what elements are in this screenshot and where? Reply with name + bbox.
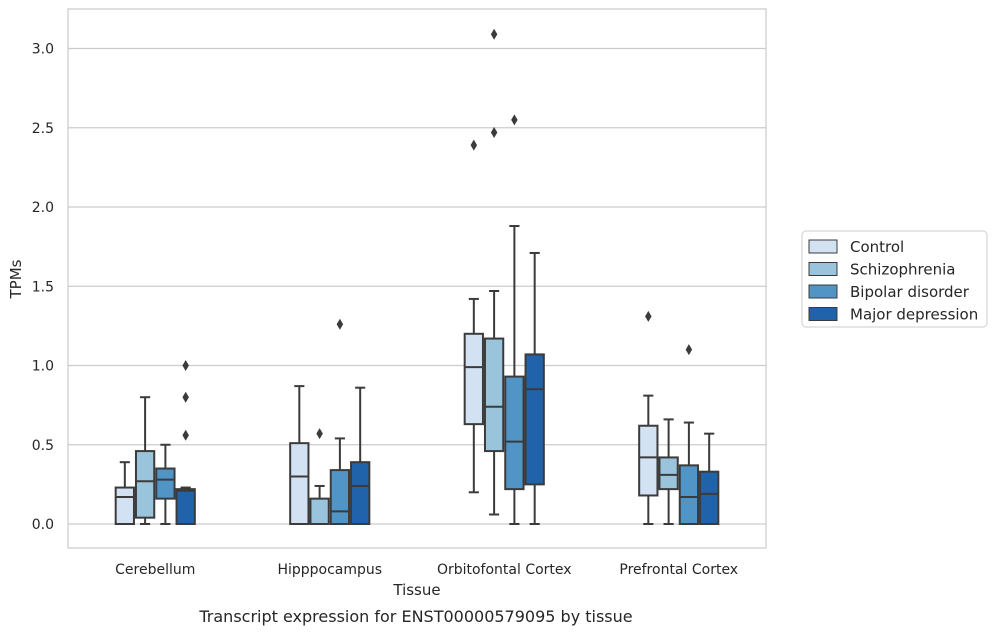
box-control: [289, 385, 310, 526]
box-body: [350, 461, 371, 525]
outlier-point: [182, 391, 189, 403]
x-tick-labels: Cerebellum Hipppocampus Orbitofontal Corte…: [115, 562, 738, 578]
legend-label: Schizophrenia: [850, 261, 955, 279]
outlier-point: [316, 428, 323, 440]
box-control: [114, 461, 135, 526]
y-tick-label: 1.5: [32, 279, 54, 295]
legend-label: Major depression: [850, 306, 978, 324]
outlier-point: [490, 127, 498, 139]
x-tick-label: Hipppocampus: [277, 562, 382, 578]
box-body: [638, 424, 659, 497]
y-axis-label: TPMs: [7, 259, 25, 299]
legend-swatch: [808, 284, 838, 299]
box-body: [114, 486, 135, 526]
box-body: [463, 332, 484, 426]
y-tick-labels: 0.0 0.5 1.0 1.5 2.0 2.5 3.0: [32, 42, 54, 534]
y-tick-label: 3.0: [32, 42, 54, 58]
legend-swatch: [808, 307, 838, 321]
outlier-point: [685, 344, 693, 356]
y-tick-label: 0.5: [32, 438, 54, 454]
x-axis-label: Tissue: [392, 581, 440, 599]
box-schizophrenia: [134, 396, 156, 525]
box-body: [699, 470, 720, 526]
y-tick-label: 2.0: [32, 200, 54, 216]
outlier-point: [511, 114, 518, 126]
box-body: [175, 488, 196, 526]
box-body: [329, 469, 351, 525]
outlier-point: [490, 28, 498, 40]
x-tick-label: Cerebellum: [115, 562, 195, 578]
legend-swatch: [808, 239, 838, 254]
box-body: [504, 375, 525, 491]
box-control: [463, 139, 484, 494]
box-body: [155, 467, 176, 500]
box-major-depression: [350, 386, 371, 525]
box-bipolar-disorder: [678, 344, 700, 526]
legend-frame: [801, 230, 988, 328]
box-control: [638, 310, 659, 525]
legend-swatch: [808, 262, 838, 276]
box-bipolar-disorder: [155, 443, 176, 525]
box-bipolar-disorder: [329, 318, 351, 525]
legend-label: Bipolar disorder: [850, 283, 970, 301]
outlier-point: [470, 139, 478, 151]
box-major-depression: [524, 251, 545, 525]
y-tick-label: 0.0: [32, 517, 54, 533]
x-tick-label: Orbitofontal Cortex: [437, 562, 572, 578]
box-body: [524, 353, 545, 486]
plot-frame: [67, 8, 767, 549]
figure-caption: Transcript expression for ENST0000057909…: [198, 607, 632, 626]
outlier-point: [182, 360, 189, 371]
box-schizophrenia: [483, 28, 505, 516]
box-body: [309, 497, 330, 526]
box-major-depression: [699, 432, 720, 526]
box-body: [483, 337, 505, 453]
box-body: [658, 456, 679, 491]
box-bipolar-disorder: [504, 114, 525, 525]
box-body: [134, 450, 156, 519]
outlier-point: [645, 310, 652, 322]
legend-label: Control: [850, 238, 904, 256]
box-major-depression: [175, 360, 196, 526]
legend: Control Schizophrenia Bipolar disorder Majo…: [801, 230, 988, 328]
x-tick-label: Prefrontal Cortex: [619, 562, 738, 578]
boxes: [114, 28, 720, 526]
box-body: [289, 442, 310, 526]
y-tick-label: 2.5: [32, 121, 54, 137]
box-body: [678, 464, 700, 526]
y-tick-label: 1.0: [32, 359, 54, 375]
box-schizophrenia: [658, 418, 679, 525]
outlier-point: [336, 318, 344, 330]
box-schizophrenia: [309, 428, 330, 526]
outlier-point: [182, 429, 189, 441]
